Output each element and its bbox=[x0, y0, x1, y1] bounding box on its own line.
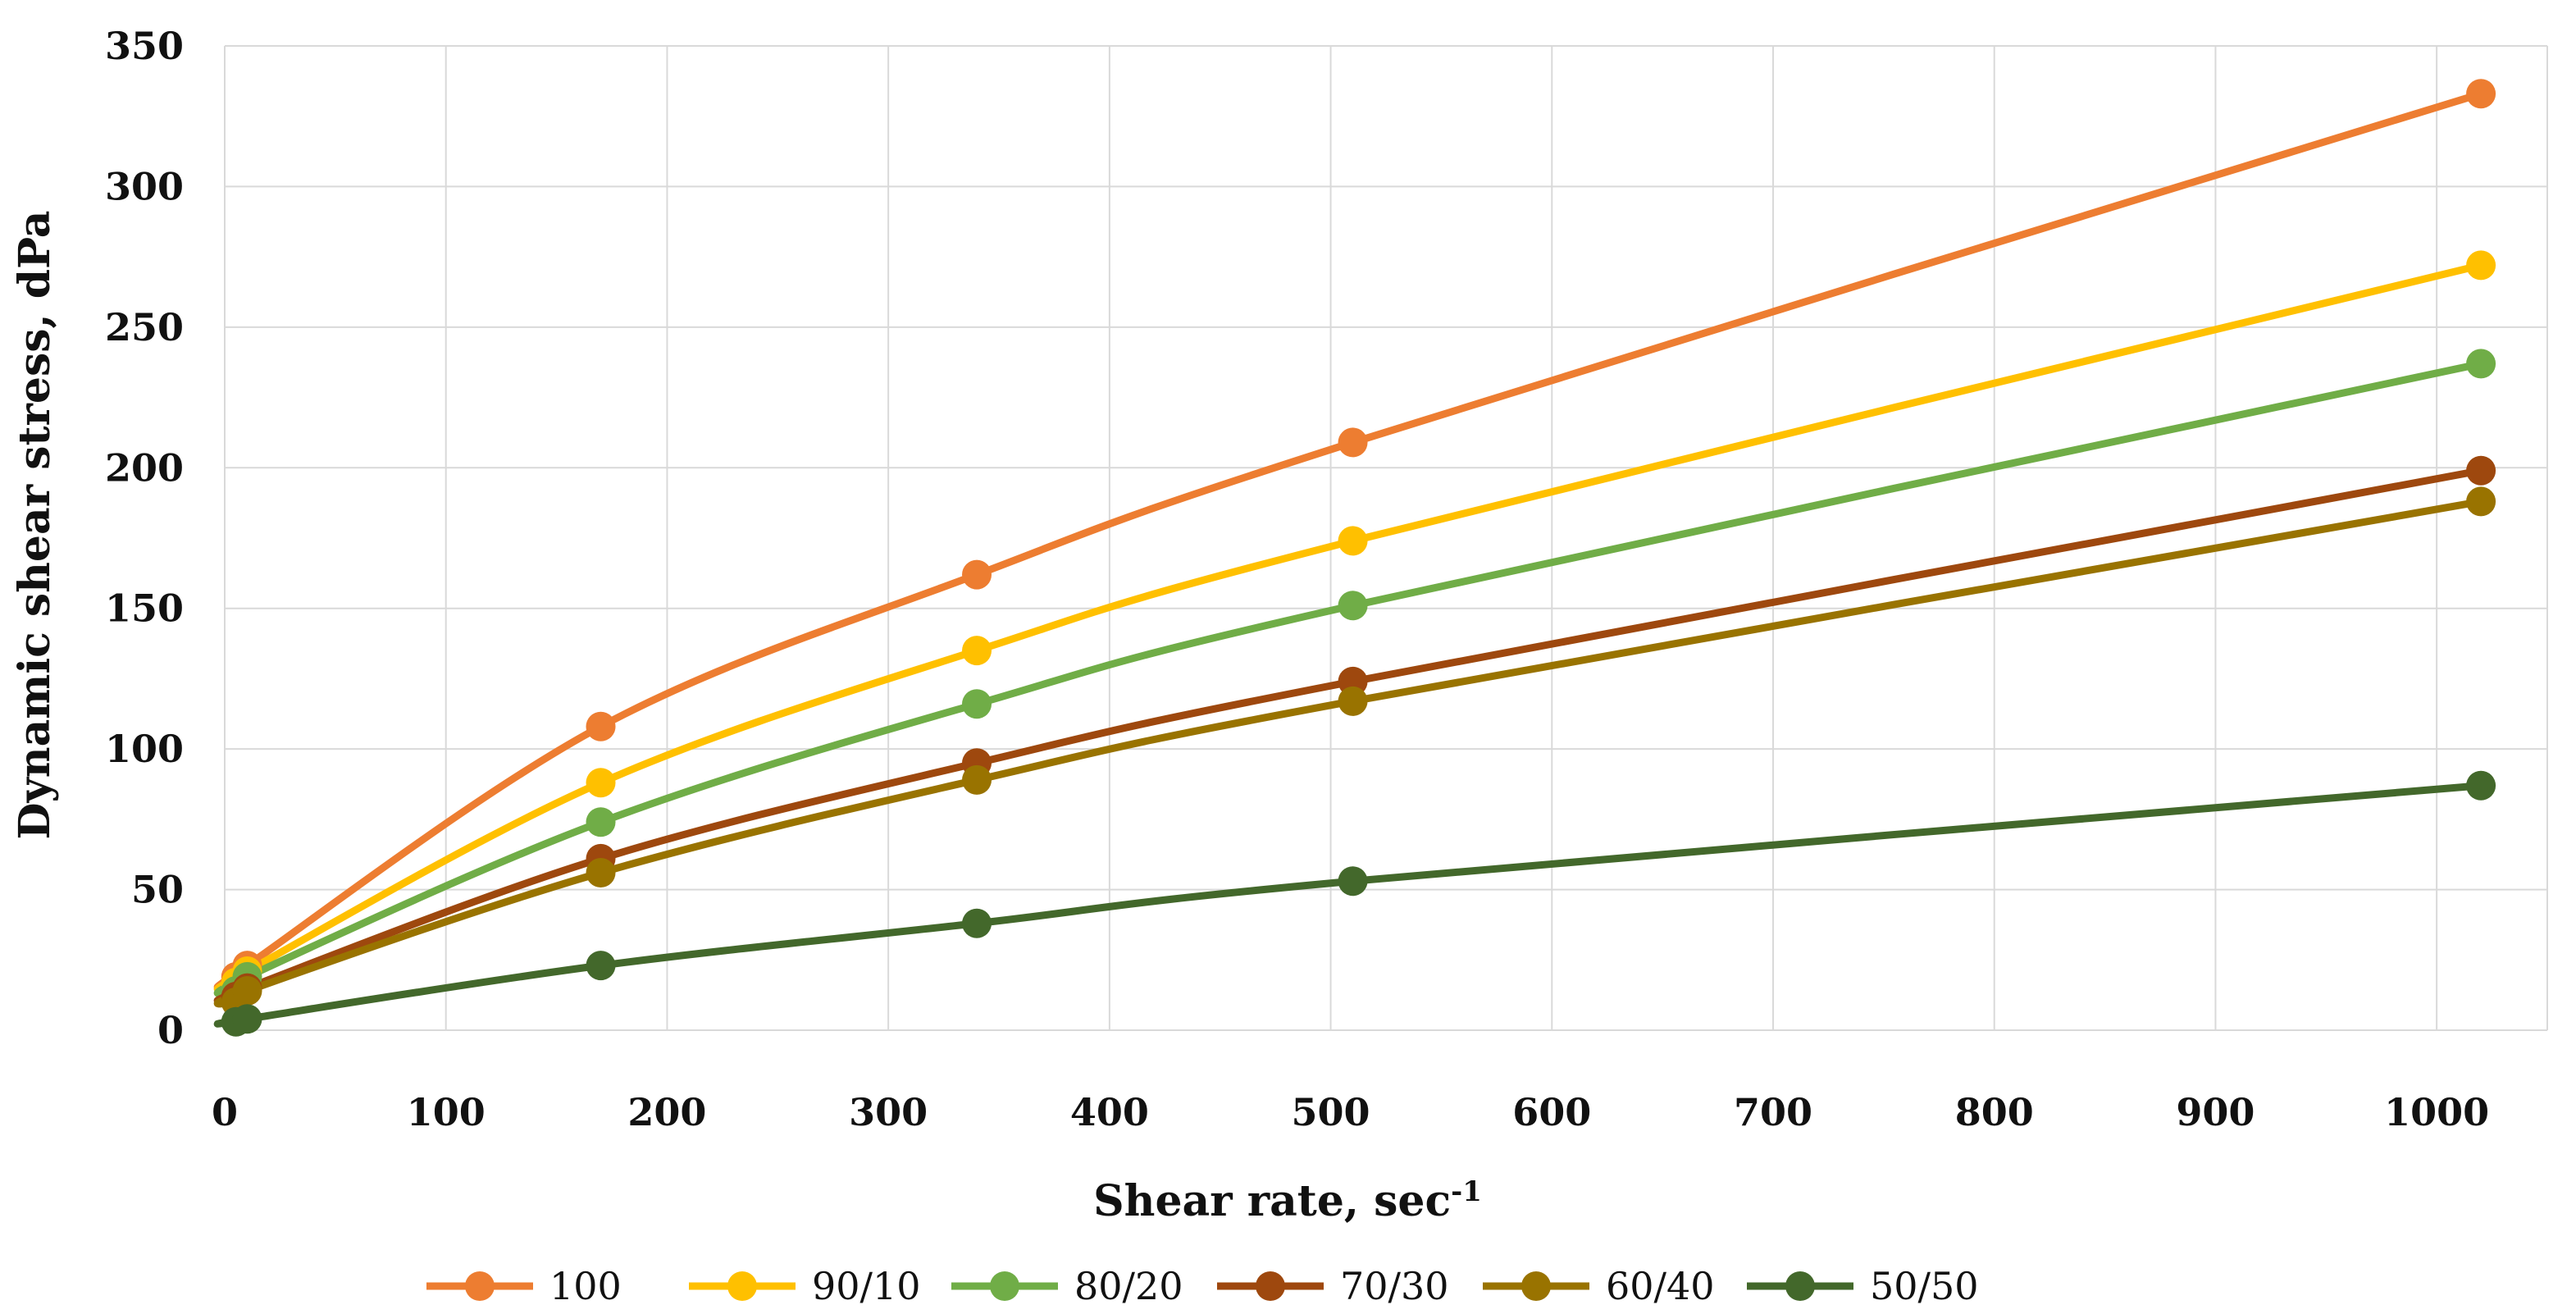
legend-item-90-10: 90/10 bbox=[689, 1264, 921, 1308]
x-tick-label: 700 bbox=[1734, 1090, 1812, 1134]
y-axis-ticks: 0 50 100 150 200 250 300 350 bbox=[105, 24, 184, 1052]
x-tick-label: 300 bbox=[849, 1090, 928, 1134]
data-point-90-10 bbox=[586, 768, 616, 798]
x-tick-label: 100 bbox=[407, 1090, 486, 1134]
x-tick-label: 600 bbox=[1512, 1090, 1591, 1134]
data-point-90-10 bbox=[1338, 526, 1368, 556]
legend-label: 80/20 bbox=[1074, 1264, 1183, 1308]
data-point-60-40 bbox=[2466, 486, 2496, 517]
series-markers bbox=[221, 79, 2496, 1037]
data-point-70-30 bbox=[2466, 455, 2496, 486]
y-axis-title: Dynamic shear stress, dPa bbox=[10, 211, 60, 840]
legend-swatch-marker bbox=[1256, 1271, 1285, 1301]
data-point-100 bbox=[1338, 427, 1368, 458]
x-tick-label: 0 bbox=[212, 1090, 238, 1134]
x-tick-label: 1000 bbox=[2384, 1090, 2489, 1134]
data-point-100 bbox=[586, 711, 616, 741]
legend-swatch-marker bbox=[990, 1271, 1019, 1301]
x-tick-label: 400 bbox=[1070, 1090, 1149, 1134]
y-tick-label: 150 bbox=[105, 586, 184, 631]
gridlines bbox=[224, 45, 2548, 1031]
y-tick-label: 200 bbox=[105, 445, 184, 490]
legend: 100 90/10 80/20 70/30 60/40 50/50 bbox=[426, 1264, 1979, 1308]
data-point-80-20 bbox=[1338, 591, 1368, 621]
legend-item-80-20: 80/20 bbox=[951, 1264, 1183, 1308]
y-tick-label: 100 bbox=[105, 727, 184, 771]
legend-item-50-50: 50/50 bbox=[1747, 1264, 1979, 1308]
data-point-50-50 bbox=[1338, 866, 1368, 897]
legend-item-100: 100 bbox=[426, 1264, 622, 1308]
data-point-50-50 bbox=[2466, 770, 2496, 801]
legend-label: 100 bbox=[549, 1264, 622, 1308]
y-tick-label: 250 bbox=[105, 305, 184, 349]
legend-swatch-marker bbox=[465, 1271, 495, 1301]
legend-label: 50/50 bbox=[1870, 1264, 1979, 1308]
x-tick-label: 900 bbox=[2176, 1090, 2255, 1134]
legend-swatch-marker bbox=[1521, 1271, 1551, 1301]
data-point-80-20 bbox=[586, 807, 616, 837]
data-point-100 bbox=[2466, 79, 2496, 109]
data-point-90-10 bbox=[2466, 250, 2496, 281]
legend-item-70-30: 70/30 bbox=[1217, 1264, 1449, 1308]
y-tick-label: 50 bbox=[131, 868, 184, 912]
data-point-100 bbox=[962, 559, 992, 590]
y-tick-label: 300 bbox=[105, 164, 184, 208]
data-point-80-20 bbox=[962, 689, 992, 719]
y-tick-label: 0 bbox=[157, 1008, 184, 1052]
legend-label: 90/10 bbox=[812, 1264, 921, 1308]
legend-swatch-marker bbox=[727, 1271, 757, 1301]
x-axis-title-superscript: -1 bbox=[1451, 1175, 1482, 1208]
data-point-60-40 bbox=[586, 858, 616, 887]
x-axis-title-text: Shear rate, sec bbox=[1093, 1176, 1451, 1226]
series-line-50-50 bbox=[214, 782, 2485, 1028]
legend-label: 70/30 bbox=[1340, 1264, 1449, 1308]
data-point-60-40 bbox=[962, 764, 992, 795]
data-point-60-40 bbox=[232, 976, 262, 1006]
legend-swatch-marker bbox=[1785, 1271, 1815, 1301]
x-axis-ticks: 0 100 200 300 400 500 600 700 800 900 1000 bbox=[212, 1090, 2489, 1134]
data-point-50-50 bbox=[232, 1004, 262, 1034]
x-tick-label: 800 bbox=[1955, 1090, 2034, 1134]
data-point-50-50 bbox=[962, 908, 992, 938]
x-axis-title: Shear rate, sec-1 bbox=[1093, 1175, 1482, 1226]
data-point-90-10 bbox=[962, 636, 992, 666]
x-tick-label: 500 bbox=[1292, 1090, 1370, 1134]
y-tick-label: 350 bbox=[105, 24, 184, 68]
data-point-60-40 bbox=[1338, 686, 1368, 716]
x-tick-label: 200 bbox=[627, 1090, 706, 1134]
legend-label: 60/40 bbox=[1606, 1264, 1715, 1308]
legend-item-60-40: 60/40 bbox=[1483, 1264, 1715, 1308]
data-point-50-50 bbox=[586, 951, 616, 981]
data-point-80-20 bbox=[2466, 349, 2496, 379]
